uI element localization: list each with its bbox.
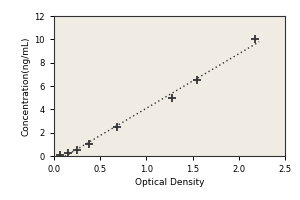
Y-axis label: Concentration(ng/mL): Concentration(ng/mL): [21, 36, 30, 136]
X-axis label: Optical Density: Optical Density: [135, 178, 204, 187]
